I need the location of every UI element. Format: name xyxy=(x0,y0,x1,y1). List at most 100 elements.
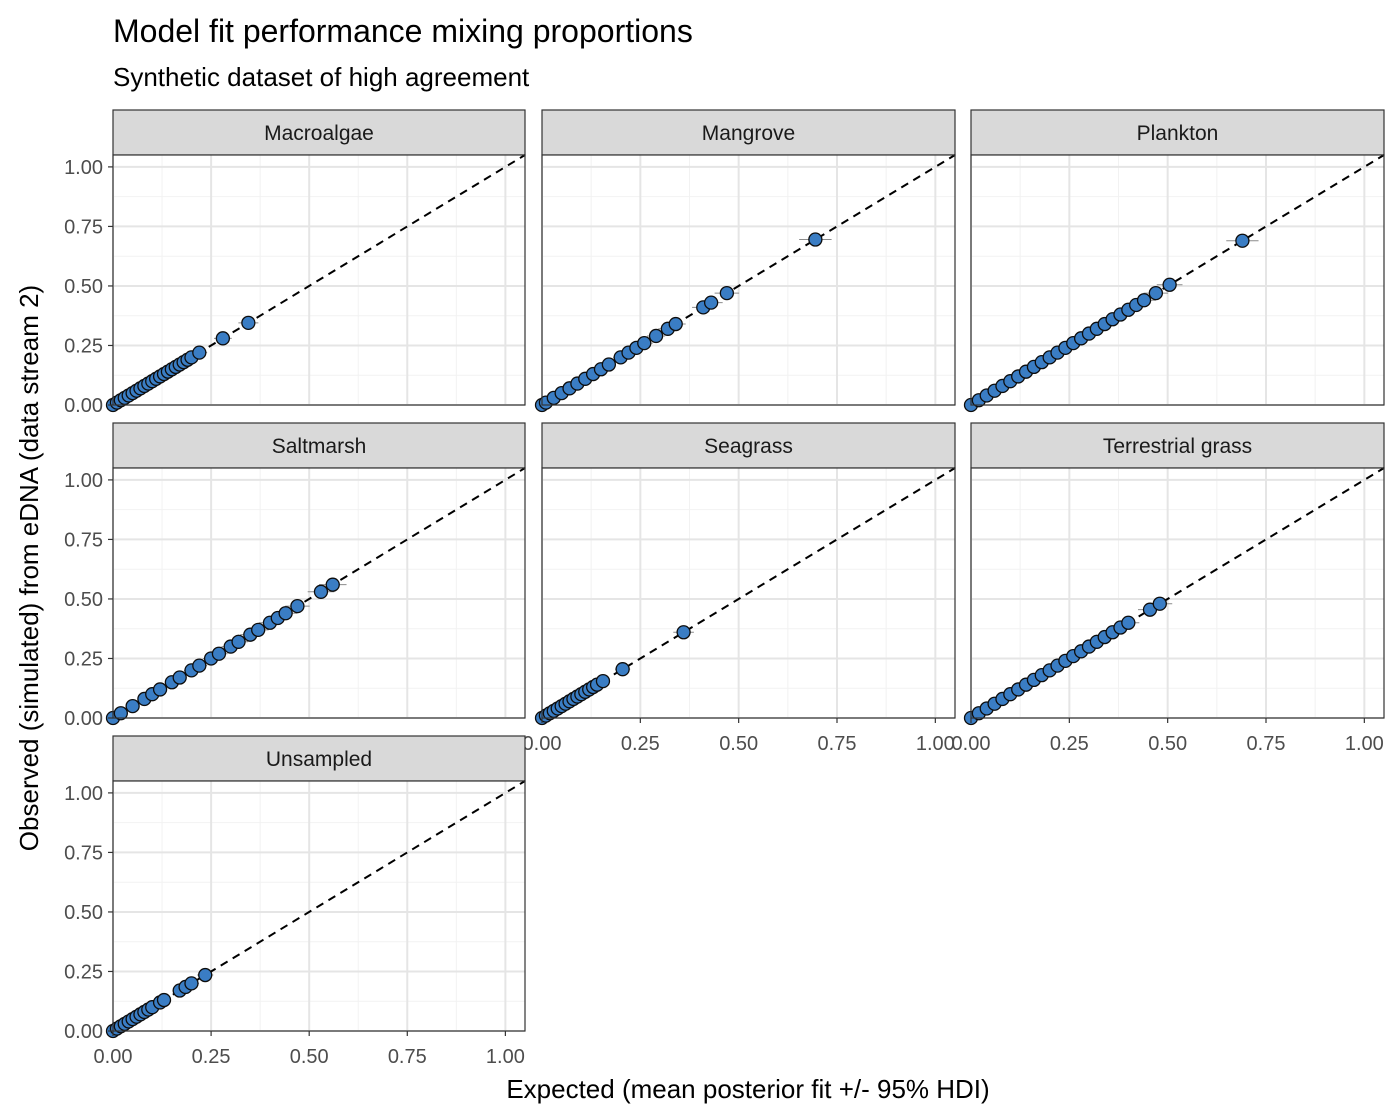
x-tick-label: 0.25 xyxy=(1050,733,1089,755)
x-tick-label: 0.75 xyxy=(1247,733,1286,755)
facet-panel: Mangrove xyxy=(534,109,956,413)
data-point xyxy=(719,285,735,301)
x-tick-label: 0.25 xyxy=(621,733,660,755)
panel-border xyxy=(970,467,1385,719)
y-tick-label: 0.75 xyxy=(64,216,103,238)
reference-line xyxy=(970,154,1385,406)
y-tick-label: 1.00 xyxy=(64,470,103,492)
x-tick-label: 0.00 xyxy=(94,1046,133,1068)
data-point xyxy=(251,622,266,638)
y-tick-label: 0.00 xyxy=(64,395,103,417)
y-tick-label: 0.50 xyxy=(64,902,103,924)
x-tick-label: 1.00 xyxy=(486,1046,525,1068)
facet-strip-label: Seagrass xyxy=(704,435,793,458)
x-tick-label: 0.25 xyxy=(192,1046,231,1068)
data-point xyxy=(231,634,246,649)
facet-strip xyxy=(112,422,526,469)
panel-border xyxy=(112,467,526,719)
data-point xyxy=(113,706,128,721)
x-axis-title: Expected (mean posterior fit +/- 95% HDI… xyxy=(506,1074,989,1104)
y-tick-label: 1.00 xyxy=(64,157,103,179)
x-tick-label: 0.00 xyxy=(952,733,991,755)
panel-border xyxy=(970,154,1385,406)
facet-strip-label: Terrestrial grass xyxy=(1103,435,1252,458)
data-point xyxy=(668,316,683,332)
data-point xyxy=(184,976,199,991)
facet-panel: Saltmarsh 0.00 0.25 0.50 0.75 1.00 xyxy=(64,422,526,730)
data-point xyxy=(192,345,207,360)
y-tick-label: 0.50 xyxy=(64,589,103,611)
data-point xyxy=(1148,285,1164,301)
data-point xyxy=(278,606,293,621)
data-point xyxy=(1235,233,1250,248)
y-tick-label: 0.25 xyxy=(64,335,103,357)
data-point xyxy=(313,584,329,599)
chart-title: Model fit performance mixing proportions xyxy=(113,13,693,49)
chart-subtitle: Synthetic dataset of high agreement xyxy=(113,62,530,92)
facet-panel: Macroalgae 0.00 0.25 0.50 0.75 1.00 xyxy=(64,109,526,417)
y-axis-title: Observed (simulated) from eDNA (data str… xyxy=(14,285,44,851)
facet-panel: Unsampled 0.00 0.25 0.50 0.75 1.00 0.00 0.25 0.5… xyxy=(64,735,526,1068)
facet-panels: Macroalgae 0.00 0.25 0.50 0.75 1.00 Mangrove Pl… xyxy=(64,109,1385,1068)
facet-strip-label: Saltmarsh xyxy=(272,435,367,458)
data-point xyxy=(1136,293,1152,308)
facet-panel: Plankton xyxy=(963,109,1385,413)
reference-line xyxy=(541,154,956,406)
data-point xyxy=(1162,277,1177,292)
y-tick-label: 0.75 xyxy=(64,842,103,864)
data-point xyxy=(703,295,719,310)
y-tick-label: 0.00 xyxy=(64,1021,103,1043)
data-point xyxy=(125,698,140,714)
facet-strip xyxy=(112,109,526,156)
reference-line xyxy=(112,780,526,1032)
data-point xyxy=(198,967,213,983)
facet-strip xyxy=(541,422,956,469)
facet-strip-label: Mangrove xyxy=(702,122,795,145)
y-tick-label: 0.00 xyxy=(64,708,103,730)
facet-strip xyxy=(970,422,1385,469)
data-point xyxy=(290,598,305,614)
data-point xyxy=(808,232,823,247)
facet-strip-label: Unsampled xyxy=(266,748,372,771)
x-tick-label: 0.75 xyxy=(818,733,857,755)
y-tick-label: 1.00 xyxy=(64,783,103,805)
data-point xyxy=(152,682,168,697)
panel-border xyxy=(112,154,526,406)
x-tick-label: 0.75 xyxy=(388,1046,427,1068)
data-point xyxy=(156,992,172,1008)
panel-border xyxy=(541,154,956,406)
data-point xyxy=(172,670,187,685)
reference-line xyxy=(112,154,526,406)
y-tick-label: 0.50 xyxy=(64,276,103,298)
data-point xyxy=(325,577,340,592)
facet-panel: Terrestrial grass 0.00 0.25 0.50 0.75 1.00 xyxy=(952,422,1385,755)
data-point xyxy=(595,673,611,689)
x-tick-label: 0.50 xyxy=(290,1046,329,1068)
panel-border xyxy=(541,467,956,719)
data-point xyxy=(241,315,256,331)
facet-strip-label: Plankton xyxy=(1137,122,1219,145)
x-tick-label: 0.00 xyxy=(523,733,562,755)
x-tick-label: 0.50 xyxy=(1148,733,1187,755)
data-point xyxy=(615,662,630,677)
data-point xyxy=(637,335,652,351)
y-tick-label: 0.25 xyxy=(64,648,103,670)
x-tick-label: 1.00 xyxy=(1345,733,1384,755)
data-point xyxy=(1152,596,1167,611)
x-tick-label: 1.00 xyxy=(916,733,955,755)
data-point xyxy=(211,646,227,661)
data-point xyxy=(192,658,207,673)
data-point xyxy=(1121,615,1136,630)
data-point xyxy=(648,328,664,344)
data-point xyxy=(676,625,691,640)
y-tick-label: 0.75 xyxy=(64,529,103,551)
reference-line xyxy=(541,467,956,719)
facet-panel: Seagrass 0.00 0.25 0.50 0.75 1.00 xyxy=(523,422,956,755)
data-point xyxy=(215,331,231,346)
y-tick-label: 0.25 xyxy=(64,961,103,983)
reference-line xyxy=(970,467,1385,719)
facet-strip-label: Macroalgae xyxy=(264,122,374,145)
facet-strip xyxy=(112,735,526,782)
x-tick-label: 0.50 xyxy=(719,733,758,755)
